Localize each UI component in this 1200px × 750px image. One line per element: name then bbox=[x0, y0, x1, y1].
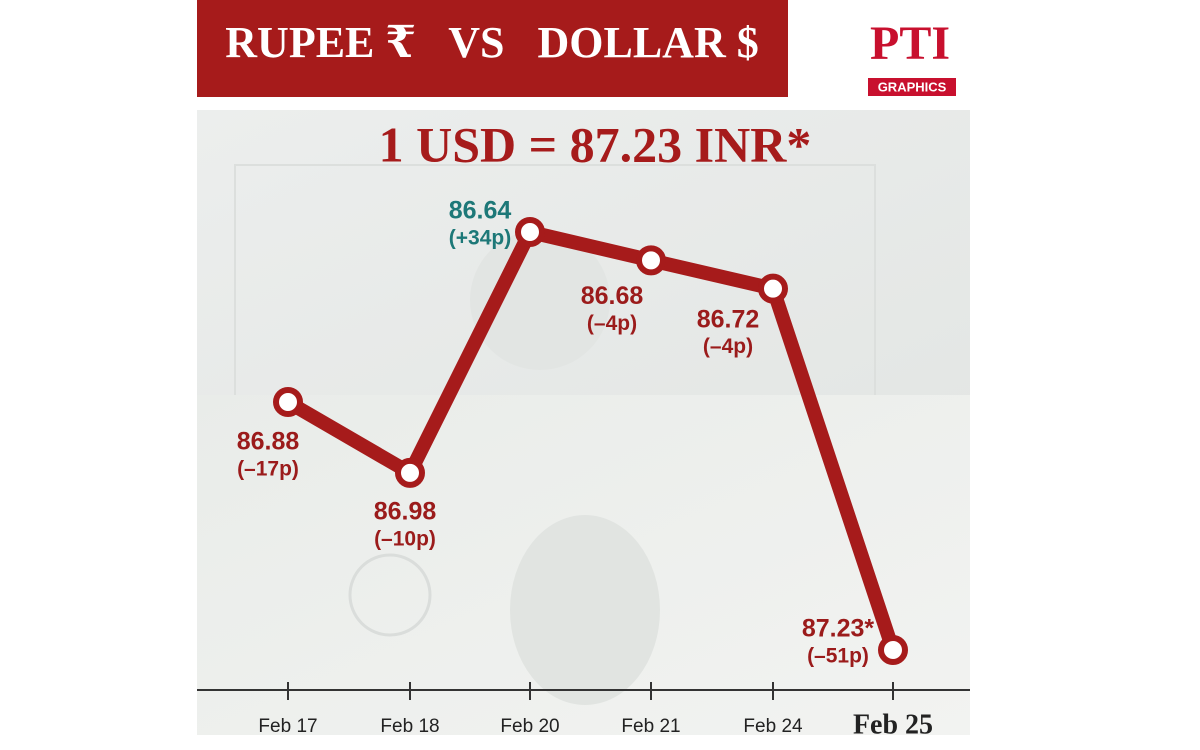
change-label: (–4p) bbox=[703, 335, 753, 358]
point bbox=[636, 245, 666, 276]
logo: PTI bbox=[870, 17, 950, 70]
point bbox=[515, 217, 545, 247]
portrait bbox=[510, 515, 660, 705]
line bbox=[284, 225, 900, 653]
point bbox=[395, 457, 425, 488]
value-label: 86.88 bbox=[237, 428, 300, 456]
change-label: (–10p) bbox=[374, 527, 436, 550]
x-tick-label: Feb 18 bbox=[380, 716, 439, 737]
background bbox=[197, 110, 970, 735]
title-box bbox=[197, 0, 788, 97]
value-label: 86.98 bbox=[374, 497, 437, 525]
point bbox=[878, 635, 908, 665]
logo-caption-box bbox=[868, 78, 956, 96]
x-tick-label: Feb 25 bbox=[853, 709, 933, 740]
subtitle: 1 USD = 87.23 INR* bbox=[379, 116, 812, 172]
value-label: 87.23* bbox=[802, 615, 875, 643]
seal bbox=[348, 553, 432, 637]
portrait bbox=[470, 230, 610, 370]
value-label: 86.72 bbox=[697, 305, 760, 333]
value-label: 86.68 bbox=[581, 282, 644, 310]
change-label: (–17p) bbox=[237, 458, 299, 481]
point bbox=[758, 273, 788, 304]
value-label: 86.64 bbox=[449, 197, 512, 225]
x-tick-label: Feb 20 bbox=[500, 716, 559, 737]
x-tick-label: Feb 24 bbox=[743, 716, 803, 737]
chart-title: RUPEE ₹ VS DOLLAR $ bbox=[225, 18, 758, 67]
x-tick-label: Feb 21 bbox=[621, 716, 680, 737]
point bbox=[273, 387, 303, 418]
change-label: (–4p) bbox=[587, 312, 637, 335]
change-label: (–51p) bbox=[807, 645, 869, 668]
logo-caption: GRAPHICS bbox=[878, 79, 947, 94]
x-tick-label: Feb 17 bbox=[258, 716, 317, 737]
change-label: (+34p) bbox=[449, 227, 511, 250]
